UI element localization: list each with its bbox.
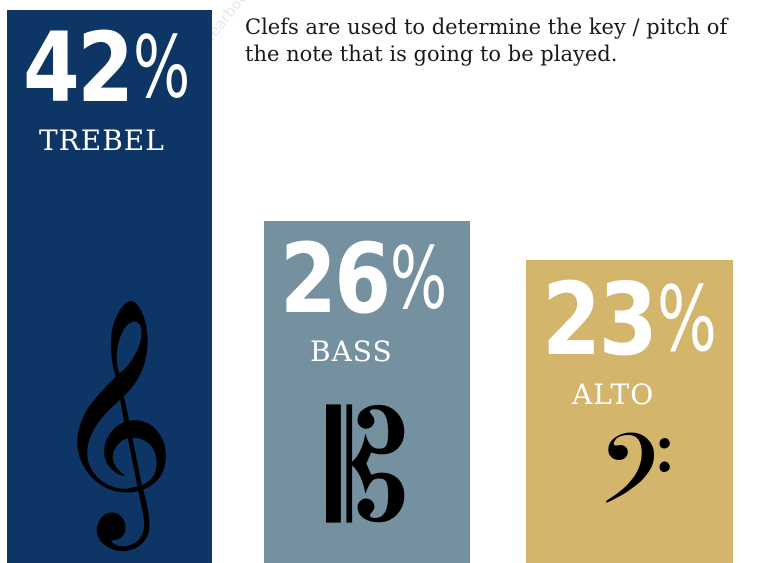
bass-clef-icon: 𝄢	[597, 413, 675, 552]
value-number: 23	[542, 261, 658, 378]
treble-clef-icon: 𝄞	[52, 295, 177, 540]
value-number: 42	[23, 12, 134, 124]
value-label-bass: 26%	[280, 231, 470, 327]
bar-trebel: 42% TREBEL 𝄞	[7, 10, 212, 563]
category-label-alto: ALTO	[572, 378, 655, 411]
c-clef-icon: 𝄡	[326, 381, 410, 555]
value-label-alto: 23%	[542, 270, 733, 370]
category-label-trebel: TREBEL	[39, 124, 165, 157]
bar-bass: 26% BASS 𝄡	[264, 221, 470, 563]
category-label-bass: BASS	[310, 335, 393, 368]
value-label-trebel: 42%	[23, 20, 212, 116]
percent-sign: %	[132, 18, 190, 118]
bar-alto: 23% ALTO 𝄢	[526, 260, 733, 563]
value-number: 26	[280, 223, 391, 335]
caption: Clefs are used to determine the key / pi…	[245, 15, 728, 66]
percent-sign: %	[389, 229, 447, 329]
percent-sign: %	[657, 267, 718, 372]
